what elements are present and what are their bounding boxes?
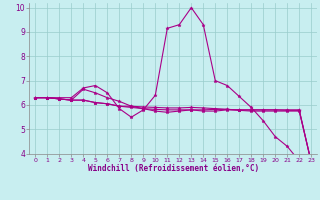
- X-axis label: Windchill (Refroidissement éolien,°C): Windchill (Refroidissement éolien,°C): [88, 164, 259, 173]
